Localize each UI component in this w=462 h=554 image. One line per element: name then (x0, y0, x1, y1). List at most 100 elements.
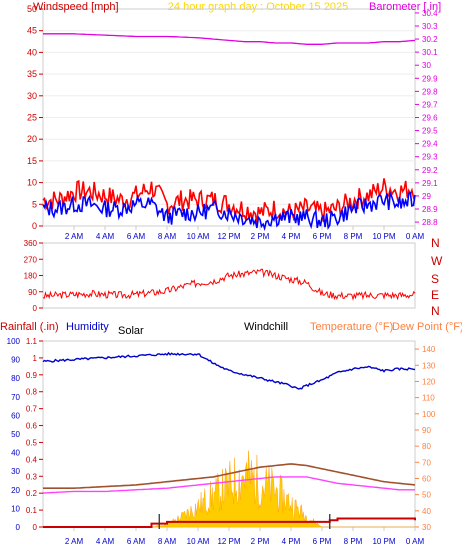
wind-baro-series (42, 33, 416, 232)
x-tick-label: 2 PM (251, 537, 270, 546)
x-tick-label: 6 AM (127, 537, 146, 546)
barometer-tick-label: 29.9 (422, 74, 438, 83)
wind-average-line (42, 190, 416, 232)
x-tick-label: 10 PM (372, 537, 395, 546)
x-tick-label: 2 AM (65, 232, 84, 241)
temperature-line (43, 463, 416, 489)
rainfall-tick-label: 1 (33, 354, 38, 363)
temp-humidity-panel: Rainfall (.in) Humidity Solar Windchill … (0, 321, 462, 546)
barometer-tick-label: 30.2 (422, 35, 438, 44)
barometer-tick-label: 29.8 (422, 87, 438, 96)
barometer-tick-label: 29.3 (422, 153, 438, 162)
humidity-tick-label: 60 (11, 411, 20, 420)
humidity-tick-label: 70 (11, 393, 20, 402)
temperature-tick-label: 110 (422, 394, 435, 403)
windspeed-tick-label: 0 (32, 221, 37, 231)
x-tick-label: 12 PM (217, 232, 240, 241)
rainfall-tick-label: 0 (33, 523, 38, 532)
compass-label: W (431, 254, 443, 268)
temperature-label: Temperature (°F) (310, 321, 393, 333)
windspeed-tick-label: 25 (27, 113, 37, 123)
rainfall-ticks: 0 0.1 0.2 0.3 0.4 0.5 0.6 0.7 0.8 0.9 1 1.1 (26, 337, 43, 532)
humidity-tick-label: 40 (11, 449, 20, 458)
rainfall-tick-label: 0.4 (26, 455, 38, 464)
x-tick-label: 6 PM (313, 537, 332, 546)
rainfall-tick-label: 0.1 (26, 506, 38, 515)
barometer-tick-label: 29.5 (422, 127, 438, 136)
direction-tick-label: 360 (24, 239, 38, 248)
rainfall-line (43, 517, 416, 528)
humidity-ticks: 0 10 20 30 40 50 60 70 80 90 100 (7, 337, 21, 532)
rainfall-label: Rainfall (.in) (0, 321, 59, 333)
barometer-ticks: 28.8 28.9 29 29.1 29.2 29.3 29.4 29.5 29.6 29.7 29… (415, 9, 438, 227)
x-tick-label: 8 AM (158, 232, 177, 241)
windspeed-tick-label: 50 (27, 4, 37, 14)
barometer-tick-label: 29.2 (422, 166, 438, 175)
humidity-tick-label: 0 (16, 523, 21, 532)
windspeed-tick-label: 35 (27, 69, 37, 79)
x-tick-label: 4 PM (282, 537, 301, 546)
x-tick-label: 0 AM (406, 232, 425, 241)
windchill-label: Windchill (244, 321, 288, 333)
x-tick-label: 2 AM (65, 537, 84, 546)
temperature-tick-label: 60 (422, 474, 431, 483)
barometer-tick-label: 30.3 (422, 22, 438, 31)
barometer-axis-label: Barometer [.in] (369, 1, 441, 13)
temperature-tick-label: 100 (422, 410, 436, 419)
x-tick-label: 8 PM (344, 232, 363, 241)
solar-area (43, 450, 415, 528)
windspeed-tick-label: 30 (27, 91, 37, 101)
humidity-tick-label: 80 (11, 374, 20, 383)
solar-label: Solar (118, 325, 144, 337)
rainfall-tick-label: 0.8 (26, 388, 38, 397)
barometer-tick-label: 30 (422, 61, 431, 70)
barometer-tick-label: 28.9 (422, 205, 438, 214)
barometer-tick-label: 28.8 (422, 218, 438, 227)
x-tick-label: 12 PM (217, 537, 240, 546)
barometer-tick-label: 29 (422, 192, 431, 201)
windspeed-tick-label: 5 (32, 199, 37, 209)
x-tick-label: 4 PM (282, 232, 301, 241)
rainfall-tick-label: 1.1 (26, 337, 38, 346)
x-tick-label: 4 AM (96, 537, 115, 546)
dewpoint-line (42, 476, 415, 494)
temperature-tick-label: 140 (422, 345, 436, 354)
x-tick-label: 6 PM (313, 232, 332, 241)
wind-baro-panel: Windspeed [mph] Barometer [.in] 0 5 10 15 20… (27, 1, 441, 241)
direction-tick-label: 90 (28, 288, 37, 297)
temperature-tick-label: 50 (422, 491, 431, 500)
rainfall-tick-label: 0.5 (26, 438, 38, 447)
dewpoint-label: Dew Point (°F) (392, 321, 462, 333)
temperature-tick-label: 80 (422, 442, 431, 451)
temperature-tick-label: 30 (422, 523, 431, 532)
x-tick-label: 8 PM (344, 537, 363, 546)
barometer-line (43, 33, 416, 45)
direction-degree-ticks: 0 90 180 270 360 (24, 239, 43, 313)
rainfall-tick-label: 0.3 (26, 472, 38, 481)
temperature-ticks: 30 40 50 60 70 80 90 100 110 120 130 140 (415, 345, 436, 532)
x-tick-label: 0 AM (406, 537, 425, 546)
temperature-tick-label: 40 (422, 507, 431, 516)
humidity-label: Humidity (66, 321, 109, 333)
windspeed-tick-label: 15 (27, 156, 37, 166)
x-tick-label: 4 AM (96, 232, 115, 241)
humidity-tick-label: 50 (11, 430, 20, 439)
rainfall-tick-label: 0.2 (26, 489, 38, 498)
compass-label: N (431, 304, 440, 318)
compass-label: E (431, 288, 439, 302)
direction-series (42, 268, 416, 302)
rainfall-tick-label: 0.9 (26, 371, 38, 380)
direction-tick-label: 270 (24, 255, 38, 264)
barometer-tick-label: 29.1 (422, 179, 438, 188)
wind-gust-line (42, 178, 416, 223)
temperature-tick-label: 70 (422, 458, 431, 467)
x-tick-label: 10 AM (187, 232, 210, 241)
x-tick-label: 10 AM (187, 537, 210, 546)
humidity-tick-label: 90 (11, 356, 20, 365)
windspeed-tick-label: 45 (27, 26, 37, 36)
temperature-tick-label: 120 (422, 377, 436, 386)
temp-humidity-series (42, 351, 416, 529)
